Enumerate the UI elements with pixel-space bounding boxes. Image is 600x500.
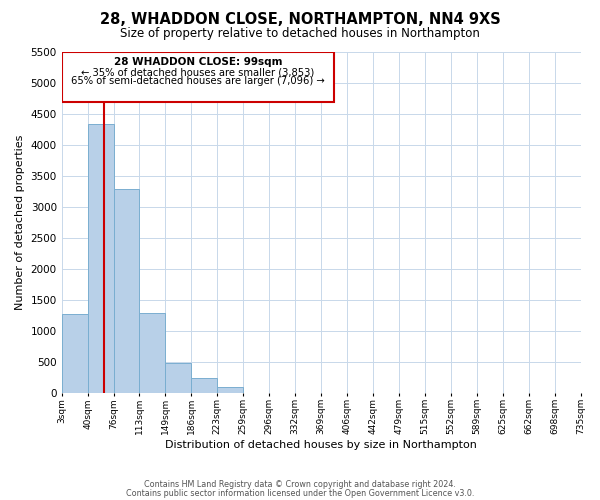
Bar xyxy=(113,188,139,392)
X-axis label: Distribution of detached houses by size in Northampton: Distribution of detached houses by size … xyxy=(165,440,477,450)
Text: ← 35% of detached houses are smaller (3,853): ← 35% of detached houses are smaller (3,… xyxy=(81,68,314,78)
Bar xyxy=(217,387,243,392)
Bar xyxy=(166,363,191,392)
Text: 28, WHADDON CLOSE, NORTHAMPTON, NN4 9XS: 28, WHADDON CLOSE, NORTHAMPTON, NN4 9XS xyxy=(100,12,500,28)
Text: Contains public sector information licensed under the Open Government Licence v3: Contains public sector information licen… xyxy=(126,489,474,498)
Y-axis label: Number of detached properties: Number of detached properties xyxy=(15,134,25,310)
FancyBboxPatch shape xyxy=(62,52,334,102)
Text: 65% of semi-detached houses are larger (7,096) →: 65% of semi-detached houses are larger (… xyxy=(71,76,325,86)
Text: Size of property relative to detached houses in Northampton: Size of property relative to detached ho… xyxy=(120,28,480,40)
Bar xyxy=(191,378,217,392)
Bar xyxy=(139,312,166,392)
Text: Contains HM Land Registry data © Crown copyright and database right 2024.: Contains HM Land Registry data © Crown c… xyxy=(144,480,456,489)
Bar xyxy=(62,314,88,392)
Bar xyxy=(88,124,113,392)
Text: 28 WHADDON CLOSE: 99sqm: 28 WHADDON CLOSE: 99sqm xyxy=(113,58,282,68)
